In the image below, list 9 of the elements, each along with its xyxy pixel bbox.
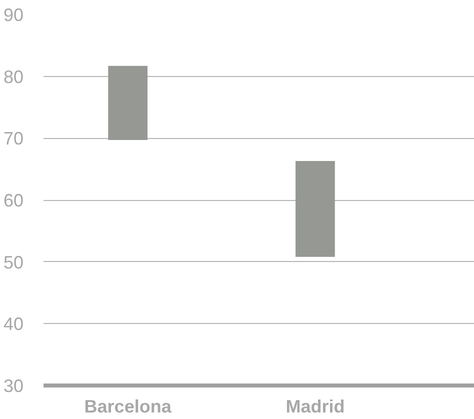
y-tick-label: 30 <box>3 376 24 396</box>
y-tick-label: 80 <box>3 66 24 87</box>
y-tick-label: 70 <box>3 128 24 149</box>
x-tick-label: Madrid <box>286 396 345 416</box>
x-tick-label: Barcelona <box>84 396 172 416</box>
y-tick-label: 90 <box>3 5 24 25</box>
y-tick-label: 60 <box>3 190 24 210</box>
y-tick-label: 50 <box>3 252 24 272</box>
y-tick-label: 40 <box>3 314 24 334</box>
